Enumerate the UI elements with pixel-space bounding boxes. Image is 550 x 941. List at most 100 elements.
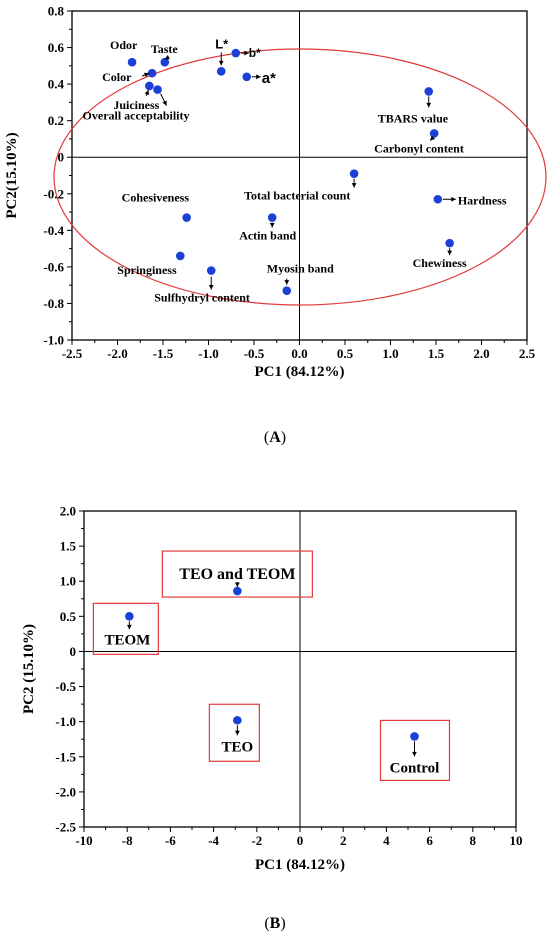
y-tick-label: 0 [58,150,65,165]
label-carbonyl-content: Carbonyl content [374,141,464,155]
x-tick-label: -2.5 [62,346,83,361]
y-tick-label: -1.5 [55,749,76,764]
y-tick-label: -0.8 [43,296,64,311]
x-tick-label: 1.0 [382,346,398,361]
x-tick-label: -10 [75,833,92,848]
y-axis-label: PC2(15.10%) [4,132,20,218]
point-sulfhydryl-content [206,266,216,275]
point-tbars-value [424,87,434,96]
y-tick-label: 0.4 [48,77,65,92]
y-tick-label: 0.6 [48,40,65,55]
label-overall-acceptability: Overall acceptability [83,109,190,123]
label-tbars-value: TBARS value [378,111,449,125]
label-chewiness: Chewiness [413,256,467,270]
y-tick-label: 1.0 [60,574,76,589]
point-b-star [231,48,241,58]
panel-a-biplot: -2.5 -2.0 -1.5 -1.0 -0.5 0.0 0.5 1.0 1.5 2.0 2.5 -1… [4,4,547,380]
point-carbonyl-content [429,129,439,138]
label-juiciness: Juiciness [113,98,159,112]
arrow-b-star-head [244,50,249,56]
point-l-star [216,67,226,76]
y-axis-label: PC2 (15.10%) [21,624,37,714]
arrow-hardness-head [451,196,456,202]
point-hardness [433,194,443,204]
point-a-star [242,72,252,82]
x-tick-label: 2.0 [473,346,489,361]
point-teo [233,715,242,725]
arrow-a-star-head [256,74,261,80]
y-tick-label: -1.0 [43,333,64,348]
x-tick-label: -2 [251,833,262,848]
label-actin-band: Actin band [239,229,296,243]
x-axis-label: PC1 (84.12%) [255,857,345,873]
point-color [147,68,157,78]
x-tick-label: 0 [297,833,304,848]
group-box-control [379,719,451,782]
arrow-myosin-band-head [284,280,290,285]
x-tick-label: 2.5 [519,346,536,361]
panel-b-score-plot: -10 -8 -6 -4 -2 0 2 4 6 8 10 -2.5 -2.0 -1.5 -1.0 -0.5 0 0… [21,504,523,874]
label-control: Control [390,760,440,776]
label-b-star: b* [249,46,261,60]
y-tick-label: -2.0 [55,784,76,799]
point-cohesiveness [182,213,191,222]
x-tick-label: 6 [426,833,433,848]
caption-b: (B) [264,915,285,932]
point-taste [160,57,170,67]
arrow-tbars-value-head [426,102,432,108]
x-tick-label: 2 [340,833,347,848]
point-chewiness [445,238,454,248]
x-tick-label: -1.5 [153,346,174,361]
x-tick-label: 4 [383,833,390,848]
label-myosin-band: Myosin band [267,262,334,276]
x-axis-label: PC1 (84.12%) [255,364,345,380]
y-tick-label: -1.0 [55,714,76,729]
x-tick-label: -0.5 [244,346,265,361]
label-cohesiveness: Cohesiveness [122,191,190,205]
label-teo: TEO [222,739,254,755]
arrow-total-bacterial-count-head [351,183,357,188]
group-box-teom [92,602,159,655]
x-tick-label: -4 [208,833,219,848]
arrow-overall-acceptability-head [162,100,167,106]
y-tick-label: 1.5 [60,539,77,554]
point-teo-and-teom [233,586,242,596]
group-box-teo-and-teom [161,550,313,598]
group-box-teo [208,703,260,762]
point-overall-acceptability [153,85,162,94]
y-tick-label: 0 [70,644,77,659]
x-tick-label: 0.5 [337,346,354,361]
x-tick-label: 10 [510,833,523,848]
arrow-teo-head [234,730,240,736]
y-tick-label: -0.5 [55,679,76,694]
point-springiness [175,251,185,261]
point-myosin-band [282,286,292,295]
y-tick-label: 2.0 [60,504,76,519]
label-sulfhydryl-content: Sulfhydryl content [154,291,250,305]
x-tick-label: -2.0 [107,346,128,361]
arrow-teom-head [126,624,132,630]
label-l-star: L* [215,36,229,51]
arrow-actin-band-head [269,223,275,228]
label-a-star: a* [262,70,276,87]
x-tick-label: -6 [165,833,176,848]
label-hardness: Hardness [458,193,507,207]
label-teo-and-teom: TEO and TEOM [179,566,295,583]
y-tick-label: 0.5 [60,609,77,624]
point-teom [125,612,134,621]
arrow-l-star-head [218,60,224,66]
x-tick-label: -1.0 [198,346,219,361]
arrow-juiciness-head [144,89,150,95]
y-tick-label: -2.5 [55,820,76,835]
y-tick-label: 0.8 [48,4,65,19]
point-odor [127,57,137,67]
x-tick-label: 8 [470,833,477,848]
y-tick-label: -0.4 [43,223,64,238]
arrow-color-head [143,72,150,78]
point-total-bacterial-count [349,169,359,178]
arrow-sulfhydryl-content-head [208,285,214,290]
x-tick-label: 1.5 [428,346,445,361]
arrow-control-head [412,751,417,757]
label-taste: Taste [151,42,179,56]
